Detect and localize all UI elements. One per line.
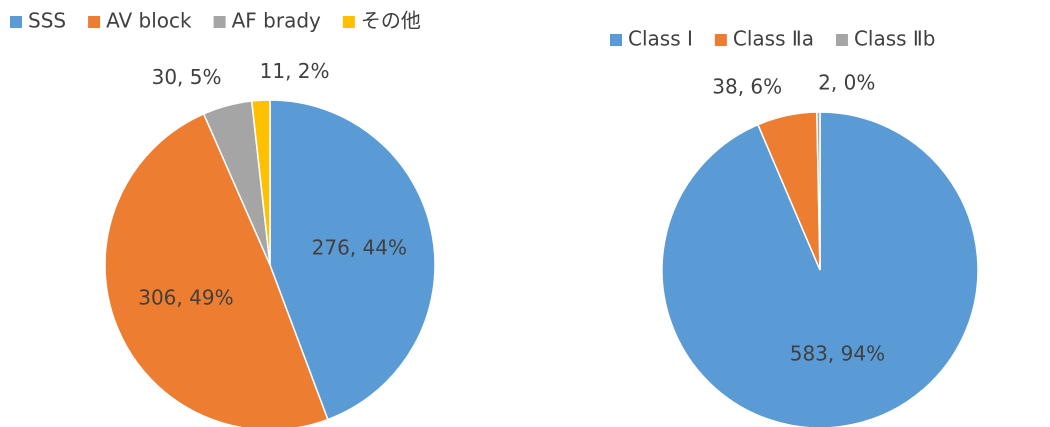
- pie-slice: [269, 99, 436, 421]
- data-label: 2, 0%: [818, 71, 875, 95]
- legend-swatch: [88, 16, 101, 28]
- legend-label: その他: [361, 9, 421, 33]
- legend-swatch: [610, 34, 622, 46]
- data-label: 583, 94%: [790, 342, 885, 366]
- legend-swatch: [10, 16, 22, 28]
- legend-swatch: [342, 16, 355, 28]
- legend-label: Class Ⅱa: [733, 27, 814, 51]
- legend-swatch: [213, 16, 226, 28]
- data-label: 306, 49%: [138, 286, 233, 310]
- data-label: 38, 6%: [712, 75, 782, 99]
- legend-label: Class Ⅰ: [628, 27, 693, 51]
- legend-label: Class Ⅱb: [854, 27, 936, 51]
- legend-swatch: [714, 34, 727, 46]
- pie-slice: [250, 99, 271, 266]
- data-label: 30, 5%: [152, 65, 222, 89]
- data-label: 276, 44%: [312, 235, 407, 259]
- legend-swatch: [835, 34, 848, 46]
- legend-label: AV block: [106, 9, 192, 33]
- legend-label: AF brady: [232, 9, 321, 33]
- legend-label: SSS: [28, 9, 66, 33]
- data-label: 11, 2%: [260, 59, 330, 83]
- pie-slice: [816, 111, 821, 271]
- pie-slice: [104, 112, 329, 427]
